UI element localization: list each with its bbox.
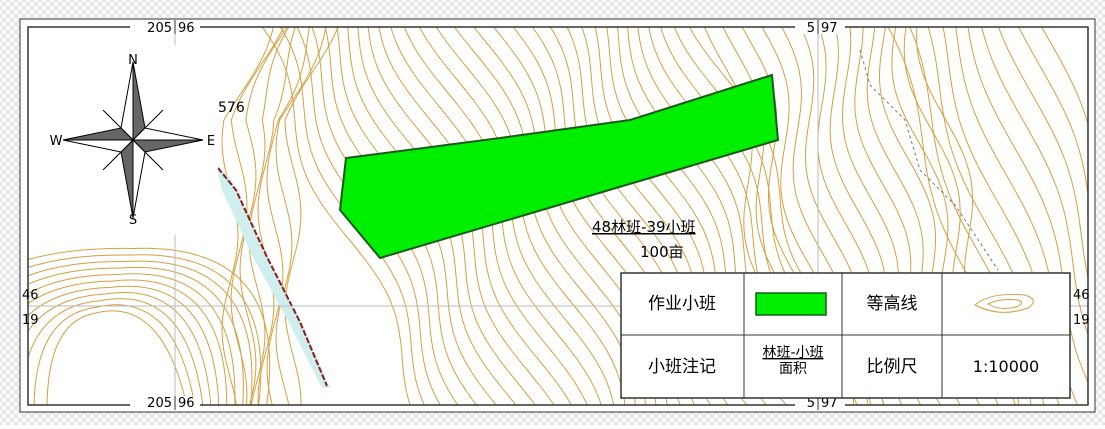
contour-line xyxy=(28,292,212,405)
contour-line xyxy=(46,310,188,405)
label-bg xyxy=(795,396,845,410)
legend-label: 比例尺 xyxy=(867,357,918,377)
contour-line xyxy=(28,247,271,405)
path-dashed xyxy=(859,49,999,271)
contour-line xyxy=(261,27,411,405)
river-area xyxy=(216,165,330,388)
grid-label: 97 xyxy=(821,21,838,36)
compass-rose xyxy=(62,61,204,219)
contour-line xyxy=(28,285,220,405)
grid-label: 205 xyxy=(147,21,172,36)
contour-line xyxy=(248,27,290,405)
label-bg xyxy=(130,20,200,34)
contour-line xyxy=(1018,27,1088,198)
contour-line xyxy=(453,27,636,405)
contour-line xyxy=(1041,27,1088,127)
compass-n: N xyxy=(128,53,138,68)
work-stand-polygon xyxy=(338,73,780,260)
legend-swatch xyxy=(755,292,827,316)
contour-line xyxy=(266,27,310,405)
contour-line xyxy=(239,27,288,405)
contour-line xyxy=(981,27,1088,336)
elevation-label: 576 xyxy=(218,100,245,116)
grid-label: 97 xyxy=(821,396,838,411)
legend-label: 作业小班 xyxy=(648,294,716,314)
contour-line xyxy=(33,304,196,405)
scale-value: 1:10000 xyxy=(973,357,1039,376)
map-border xyxy=(27,26,1089,406)
grid-label: 96 xyxy=(178,21,195,36)
grid-labels: 205 96 5 97 205 96 5 97 46 19 46 19 xyxy=(22,20,1090,411)
grid-label: 5 xyxy=(807,21,815,36)
grid-label: 46 xyxy=(22,288,39,303)
contour-line xyxy=(997,27,1088,280)
grid-label: 19 xyxy=(1073,313,1090,328)
legend-label: 等高线 xyxy=(867,294,918,314)
stream xyxy=(217,167,328,387)
legend: 作业小班 等高线 小班注记 林班-小班 面积 比例尺 1:10000 xyxy=(620,272,1071,399)
features xyxy=(28,27,1088,405)
grid-label: 5 xyxy=(807,396,815,411)
compass-e: E xyxy=(207,134,215,149)
grid-label: 19 xyxy=(22,313,39,328)
grid-label: 205 xyxy=(147,396,172,411)
label-bg xyxy=(795,20,845,34)
compass-w: W xyxy=(50,134,63,149)
legend-contour-symbol xyxy=(974,294,1034,313)
grid-label: 96 xyxy=(178,396,195,411)
legend-label: 小班注记 xyxy=(648,357,716,377)
contour-line xyxy=(28,266,244,405)
label-bg xyxy=(130,396,200,410)
contour-line xyxy=(967,27,1088,384)
contour-line xyxy=(257,27,296,405)
contour-line xyxy=(28,298,204,405)
contour-line xyxy=(28,279,228,405)
contour-line xyxy=(284,27,339,405)
stand-area: 100亩 xyxy=(640,243,684,261)
contour-line xyxy=(28,260,253,405)
contour-line xyxy=(275,27,327,405)
grid-label: 46 xyxy=(1073,288,1090,303)
stand-name: 48林班-39小班 xyxy=(592,218,696,236)
contour-line xyxy=(28,273,236,405)
legend-sample: 面积 xyxy=(779,361,807,377)
compass-s: S xyxy=(129,213,137,228)
legend-sample: 林班-小班 xyxy=(762,345,823,361)
contour-line xyxy=(28,254,262,405)
